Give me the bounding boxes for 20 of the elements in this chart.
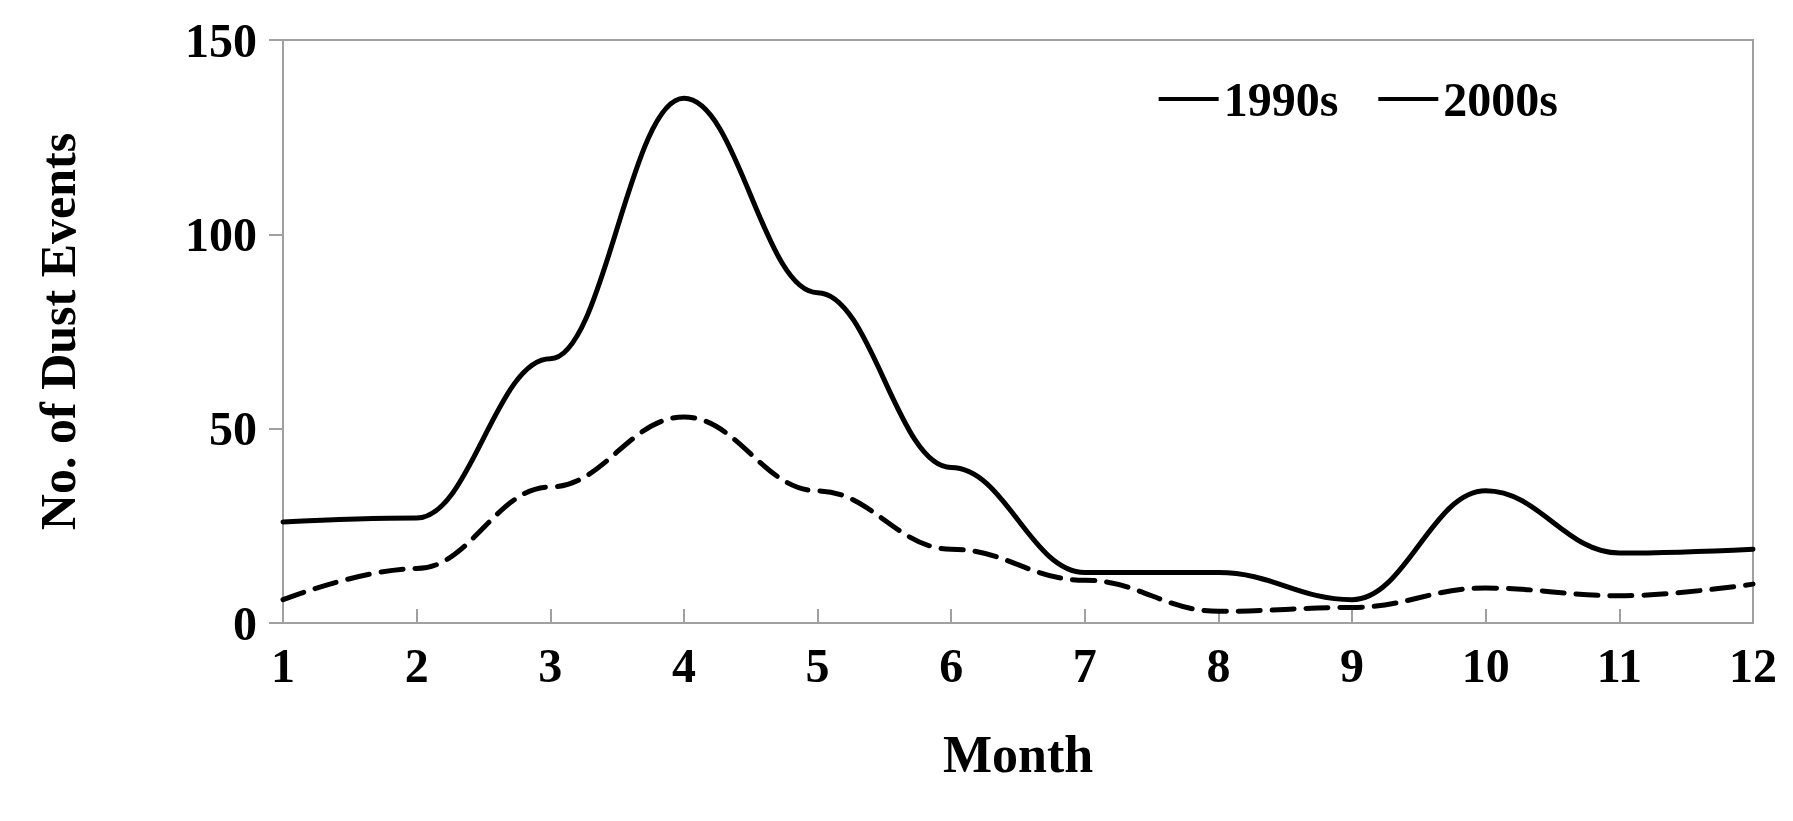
x-tick-label: 7 — [1072, 638, 1097, 692]
y-tick-label: 150 — [185, 13, 257, 67]
x-tick-label: 4 — [671, 638, 696, 692]
x-tick-label: 1 — [271, 638, 295, 692]
x-tick-label: 2 — [404, 638, 429, 692]
x-tick-label: 10 — [1461, 638, 1510, 692]
x-tick-label: 8 — [1206, 638, 1231, 692]
x-axis-title: Month — [942, 725, 1094, 783]
y-axis-title: No. of Dust Events — [30, 132, 86, 531]
y-tick-label: 0 — [233, 596, 257, 650]
x-tick-label: 3 — [538, 638, 563, 692]
x-tick-label: 11 — [1596, 638, 1643, 692]
y-tick-label: 50 — [209, 402, 257, 456]
x-tick-label: 5 — [805, 638, 830, 692]
y-tick-label: 100 — [185, 207, 257, 261]
legend-label: 2000s — [1443, 72, 1559, 126]
x-tick-label: 12 — [1729, 638, 1777, 692]
x-tick-label: 6 — [939, 638, 964, 692]
legend-label: 1990s — [1223, 72, 1339, 126]
x-tick-label: 9 — [1340, 638, 1365, 692]
